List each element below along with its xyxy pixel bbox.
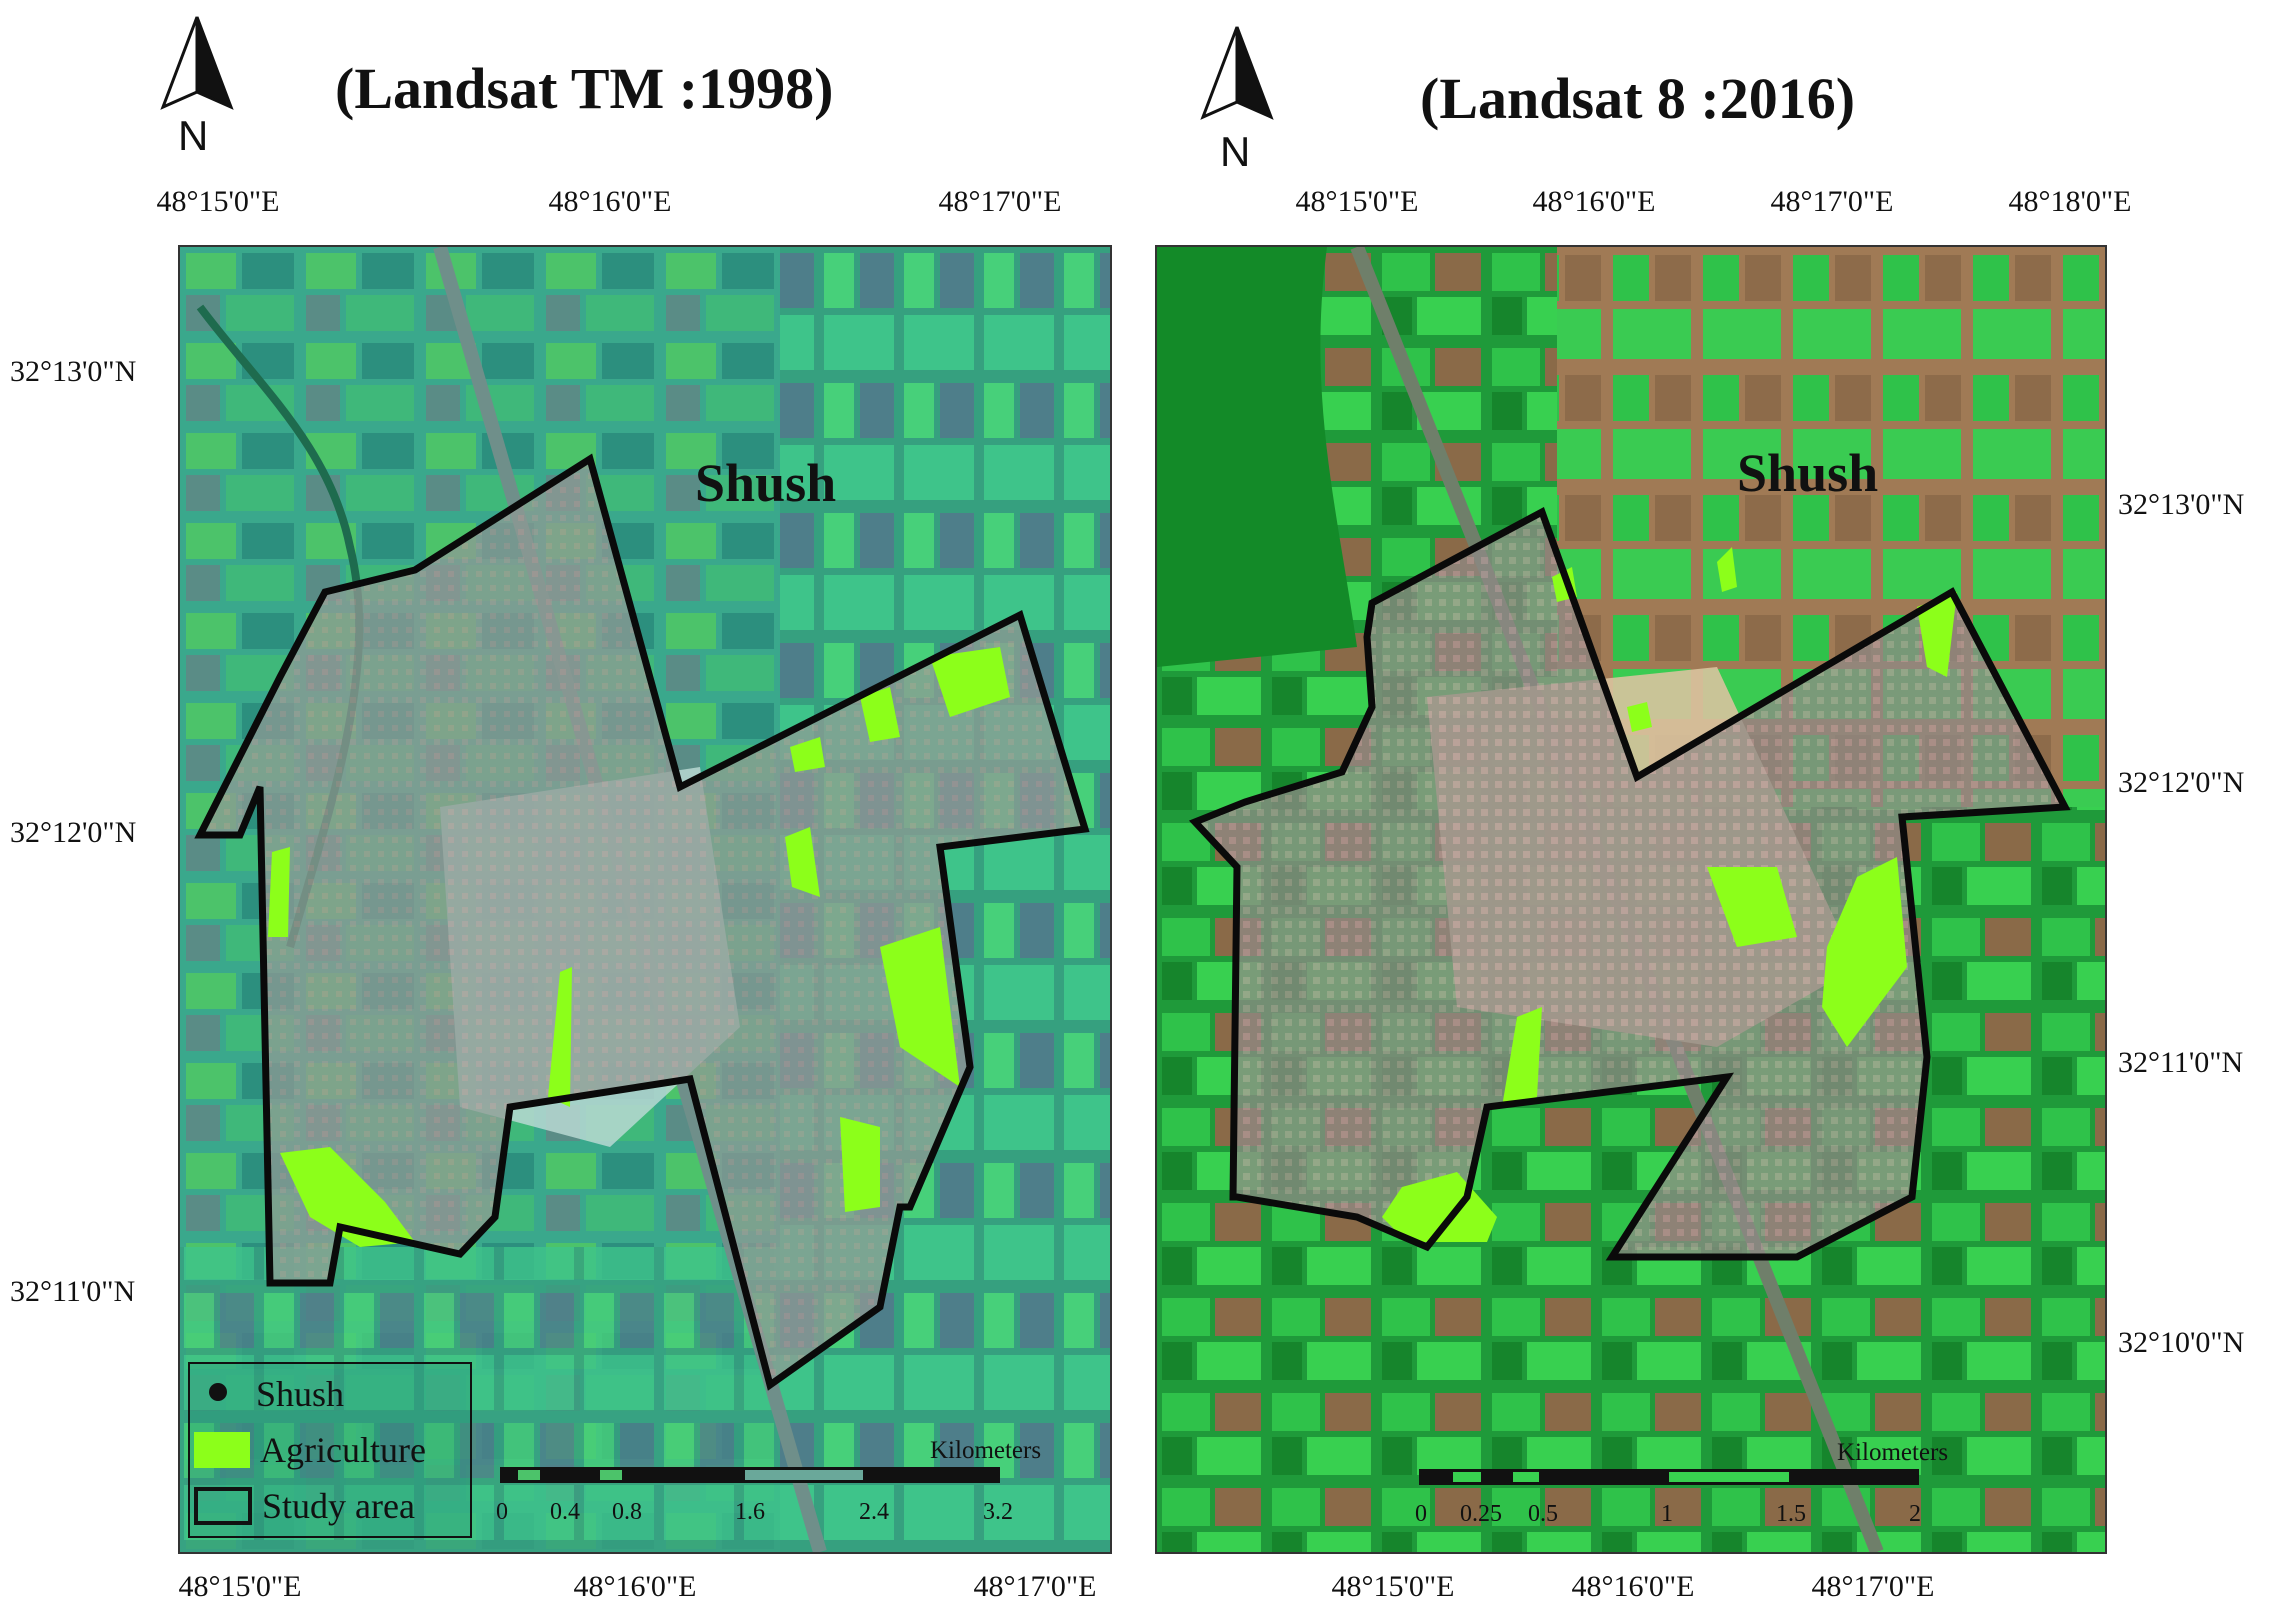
left-scale-tick: 3.2 xyxy=(983,1499,1013,1525)
right-map-title: (Landsat 8 :2016) xyxy=(1420,66,1856,131)
right-scale-tick: 1.5 xyxy=(1776,1501,1806,1527)
right-scale-tick: 0.25 xyxy=(1460,1501,1502,1527)
right-lat-2: 32°12'0"N xyxy=(2118,766,2245,799)
left-scale-tick: 1.6 xyxy=(735,1499,765,1525)
left-bottom-lon-1: 48°15'0"E xyxy=(178,1570,302,1603)
left-lat-2: 32°12'0"N xyxy=(10,816,137,849)
left-scale-tick: 0.8 xyxy=(612,1499,642,1525)
agriculture-swatch-icon xyxy=(194,1432,250,1468)
left-place-label: Shush xyxy=(695,453,837,513)
legend: Shush Agriculture Study area xyxy=(188,1362,472,1538)
left-scale-tick: 0 xyxy=(496,1499,508,1525)
right-bottom-lon-3: 48°17'0"E xyxy=(1811,1570,1935,1603)
right-lat-1: 32°13'0"N xyxy=(2118,488,2245,521)
left-scale-bar xyxy=(500,1467,1000,1483)
legend-label: Shush xyxy=(256,1374,345,1414)
legend-label: Study area xyxy=(262,1486,415,1526)
legend-item-agriculture: Agriculture xyxy=(190,1428,426,1472)
left-top-lon-2: 48°16'0"E xyxy=(548,185,672,218)
right-top-lon-2: 48°16'0"E xyxy=(1532,185,1656,218)
left-satellite-image xyxy=(180,247,1110,1552)
legend-item-study-area: Study area xyxy=(190,1484,415,1528)
right-scale-title: Kilometers xyxy=(1837,1439,1949,1466)
left-scale-title: Kilometers xyxy=(930,1437,1042,1464)
right-satellite-image xyxy=(1157,247,2105,1552)
right-place-label: Shush xyxy=(1737,443,1879,503)
study-area-swatch-icon xyxy=(194,1487,252,1525)
north-arrow-icon xyxy=(160,16,234,110)
left-map-frame: Shush Shush Agriculture Study area Kilom… xyxy=(178,245,1112,1554)
legend-item-shush: Shush xyxy=(190,1372,344,1416)
left-scale-tick: 2.4 xyxy=(859,1499,889,1525)
north-label: N xyxy=(1220,128,1251,175)
left-lat-3: 32°11'0"N xyxy=(10,1275,136,1308)
left-agriculture-patches xyxy=(268,647,1010,1247)
left-map-title: (Landsat TM :1998) xyxy=(335,56,834,121)
right-map-frame: Shush Kilometers 0 0.25 0.5 1 1.5 2 xyxy=(1155,245,2107,1554)
right-lat-4: 32°10'0"N xyxy=(2118,1326,2245,1359)
right-top-lon-3: 48°17'0"E xyxy=(1770,185,1894,218)
dot-icon xyxy=(190,1382,246,1406)
right-scale-bar xyxy=(1419,1469,1919,1485)
north-label: N xyxy=(178,112,209,159)
left-bottom-lon-3: 48°17'0"E xyxy=(973,1570,1097,1603)
left-top-lon-1: 48°15'0"E xyxy=(156,185,280,218)
right-bottom-lon-2: 48°16'0"E xyxy=(1571,1570,1695,1603)
left-top-lon-3: 48°17'0"E xyxy=(938,185,1062,218)
left-bottom-lon-2: 48°16'0"E xyxy=(573,1570,697,1603)
left-lat-1: 32°13'0"N xyxy=(10,355,137,388)
right-scale-tick: 2 xyxy=(1909,1501,1921,1527)
left-study-area-boundary xyxy=(194,453,1090,1391)
right-scale-tick: 1 xyxy=(1661,1501,1673,1527)
right-top-lon-1: 48°15'0"E xyxy=(1295,185,1419,218)
right-study-area-boundary xyxy=(1188,506,2071,1261)
legend-label: Agriculture xyxy=(260,1430,426,1470)
right-scale-tick: 0 xyxy=(1415,1501,1427,1527)
right-top-lon-4: 48°18'0"E xyxy=(2008,185,2132,218)
right-bottom-lon-1: 48°15'0"E xyxy=(1331,1570,1455,1603)
north-arrow-icon xyxy=(1200,26,1274,120)
right-lat-3: 32°11'0"N xyxy=(2118,1046,2244,1079)
left-scale-tick: 0.4 xyxy=(550,1499,580,1525)
right-scale-tick: 0.5 xyxy=(1528,1501,1558,1527)
